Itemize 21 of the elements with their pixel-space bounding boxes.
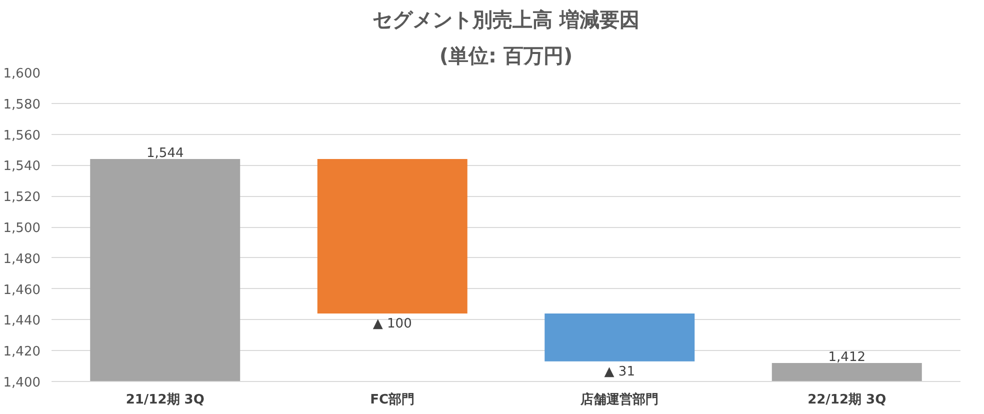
y-tick-label: 1,440 bbox=[3, 314, 40, 329]
y-tick-label: 1,500 bbox=[3, 221, 40, 236]
y-tick-label: 1,420 bbox=[3, 344, 40, 360]
y-tick-label: 1,480 bbox=[3, 252, 40, 267]
y-tick-label: 1,560 bbox=[3, 128, 40, 144]
x-tick-label: FC部門 bbox=[370, 392, 415, 408]
chart-title: セグメント別売上高 増減要因 bbox=[372, 8, 640, 32]
y-tick-label: 1,460 bbox=[3, 282, 40, 298]
x-tick-label: 22/12期 3Q bbox=[808, 392, 886, 408]
data-label: 1,412 bbox=[828, 350, 866, 365]
y-tick-label: 1,400 bbox=[3, 376, 40, 390]
y-tick-label: 1,540 bbox=[3, 159, 40, 174]
x-tick-label: 店舗運営部門 bbox=[580, 392, 659, 408]
data-label: ▲ 100 bbox=[372, 316, 412, 332]
x-tick-label: 21/12期 3Q bbox=[126, 392, 204, 408]
data-label: ▲ 31 bbox=[604, 364, 635, 380]
y-tick-label: 1,580 bbox=[3, 97, 40, 112]
chart-subtitle: (単位: 百万円) bbox=[439, 44, 573, 68]
y-tick-label: 1,600 bbox=[3, 66, 40, 82]
y-tick-label: 1,520 bbox=[3, 190, 40, 206]
data-label: 1,544 bbox=[146, 146, 184, 162]
